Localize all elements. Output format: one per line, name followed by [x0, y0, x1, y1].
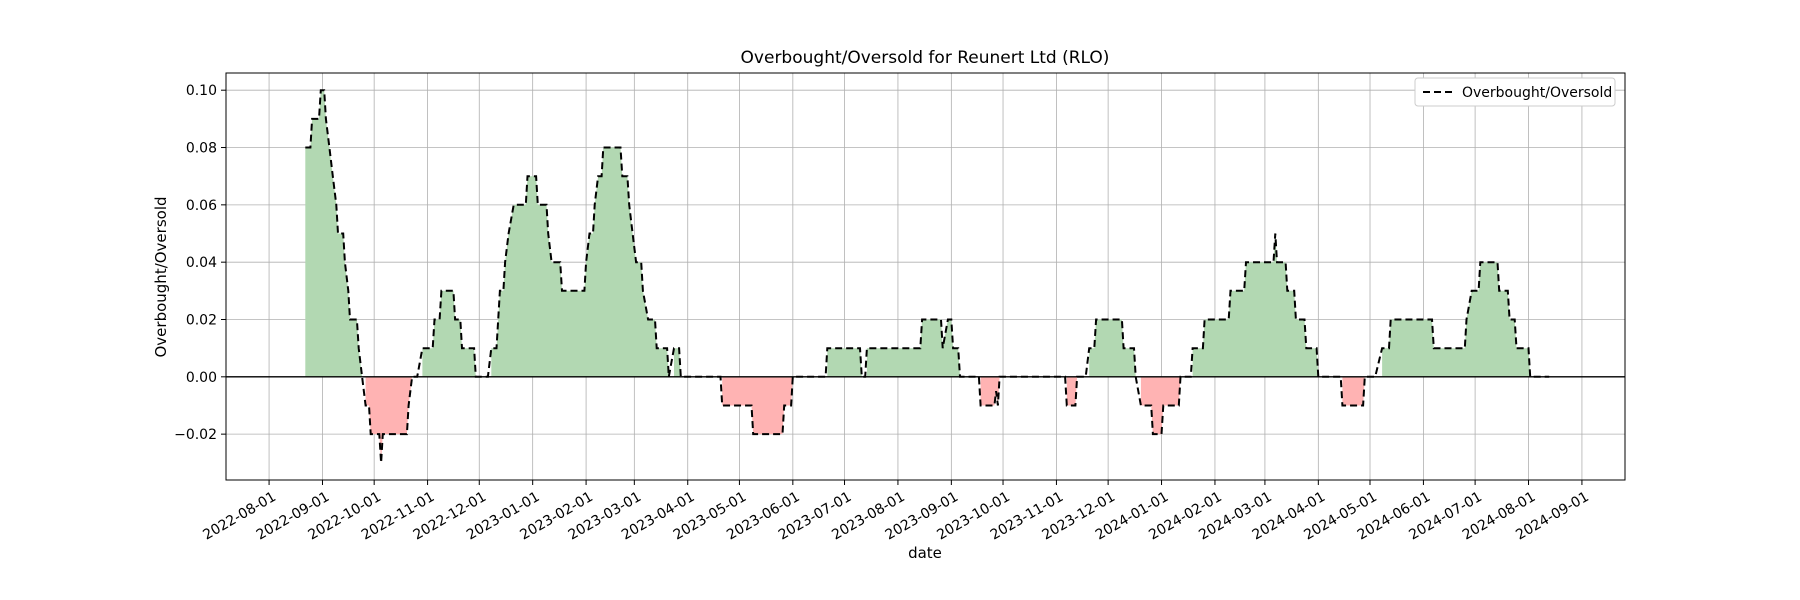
- oversold-fill: [1342, 376, 1365, 406]
- oversold-fill: [722, 376, 793, 435]
- overbought-fill: [866, 319, 960, 377]
- x-axis-title: date: [908, 544, 942, 562]
- y-tick-label: 0.06: [186, 198, 217, 214]
- legend-label: Overbought/Oversold: [1462, 85, 1612, 101]
- overbought-fill: [827, 348, 862, 377]
- plot-frame: [225, 72, 1626, 481]
- y-tick-label: 0.04: [186, 255, 217, 271]
- overbought-fill: [674, 348, 681, 377]
- overbought-fill: [422, 290, 476, 377]
- overbought-fill: [1192, 233, 1319, 377]
- y-tick-label: 0.08: [186, 141, 217, 157]
- overbought-fill: [305, 90, 363, 377]
- overbought-fill: [1382, 262, 1531, 377]
- oversold-fill: [365, 376, 413, 463]
- legend-box: [1414, 77, 1616, 107]
- y-tick-label: 0.02: [186, 312, 217, 328]
- oversold-fill: [1066, 376, 1078, 406]
- chart-title: Overbought/Oversold for Reunert Ltd (RLO…: [741, 48, 1110, 68]
- y-tick-label: −0.02: [174, 427, 217, 443]
- y-axis-ticks: −0.02 0.00 0.02 0.04 0.06 0.08 0.10: [174, 83, 226, 443]
- fill-areas: [305, 90, 1531, 463]
- legend: Overbought/Oversold: [1414, 77, 1616, 107]
- series-line-overbought-oversold: [305, 89, 1550, 463]
- y-tick-label: 0.00: [186, 370, 217, 386]
- overbought-fill: [1089, 319, 1136, 377]
- y-axis-title: Overbought/Oversold: [152, 196, 170, 357]
- oversold-fill: [1140, 376, 1181, 435]
- overbought-fill: [491, 147, 669, 377]
- y-tick-label: 0.10: [186, 83, 217, 99]
